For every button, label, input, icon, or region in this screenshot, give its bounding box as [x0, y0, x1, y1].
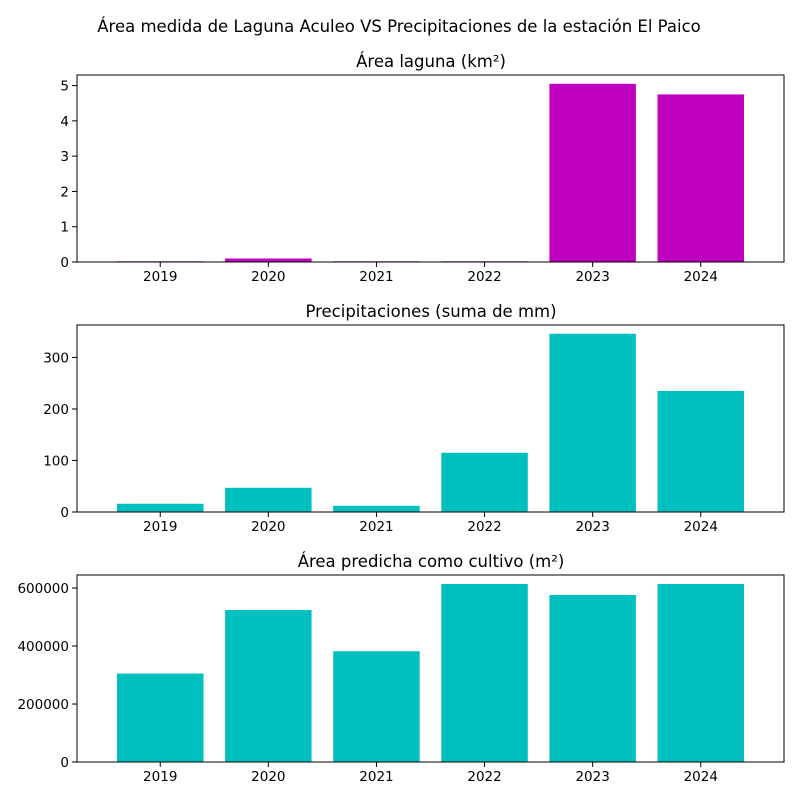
chart-title: Área laguna (km²) [356, 52, 506, 71]
bar-2020 [225, 258, 312, 262]
axes-frame [76, 324, 785, 513]
x-tick-label: 2021 [359, 769, 393, 785]
plot-layer: 2019 2020 2021 2022 2023 2024 0 1 2 3 4 5 [60, 79, 744, 285]
bar-2022 [441, 452, 528, 512]
y-tick-label: 100 [43, 453, 69, 469]
bar-2022 [441, 583, 528, 762]
bar-2019 [117, 673, 204, 762]
x-tick-label: 2020 [251, 769, 285, 785]
x-tick-label: 2024 [684, 519, 718, 535]
chart-title: Precipitaciones (suma de mm) [305, 302, 556, 321]
x-tick-label: 2024 [684, 269, 718, 285]
bar-2024 [657, 583, 744, 762]
bar-2024 [657, 390, 744, 512]
y-tick-label: 0 [60, 255, 69, 271]
y-tick-label: 1 [60, 220, 69, 236]
figure-title: Área medida de Laguna Aculeo VS Precipit… [97, 17, 701, 36]
y-tick-label: 0 [60, 755, 69, 771]
y-tick-label: 2 [60, 184, 69, 200]
chart-title: Área predicha como cultivo (m²) [298, 552, 565, 571]
y-tick-label: 600000 [17, 581, 69, 597]
y-tick-label: 300 [43, 350, 69, 366]
x-tick-label: 2019 [143, 519, 177, 535]
y-tick-label: 200000 [17, 697, 69, 713]
chart-precipitaciones: Precipitaciones (suma de mm) 2019 2020 202… [43, 302, 785, 535]
x-tick-label: 2022 [467, 769, 501, 785]
y-tick-label: 0 [60, 505, 69, 521]
bar-2021 [333, 651, 420, 762]
plot-layer: 2019 2020 2021 2022 2023 2024 0 200000 400000 600… [17, 581, 744, 785]
x-tick-label: 2021 [359, 269, 393, 285]
x-tick-label: 2023 [575, 519, 609, 535]
y-tick-label: 5 [60, 79, 69, 95]
y-tick-label: 3 [60, 149, 69, 165]
bar-2020 [225, 487, 312, 512]
x-tick-label: 2022 [467, 269, 501, 285]
x-tick-label: 2024 [684, 769, 718, 785]
x-tick-label: 2023 [575, 769, 609, 785]
bar-2020 [225, 610, 312, 762]
bar-2023 [549, 333, 636, 512]
chart-area-cultivo: Área predicha como cultivo (m²) 2019 2020… [17, 552, 785, 785]
x-tick-label: 2021 [359, 519, 393, 535]
bar-2024 [657, 94, 744, 262]
bar-2023 [549, 83, 636, 262]
x-tick-label: 2023 [575, 269, 609, 285]
x-tick-label: 2022 [467, 519, 501, 535]
y-tick-label: 4 [60, 114, 69, 130]
x-tick-label: 2019 [143, 269, 177, 285]
x-tick-label: 2019 [143, 769, 177, 785]
chart-area-laguna: Área laguna (km²) 2019 2020 2021 2022 2023 20… [60, 52, 785, 285]
y-tick-label: 400000 [17, 639, 69, 655]
bar-2021 [333, 505, 420, 512]
axes-frame [76, 574, 785, 763]
plot-layer: 2019 2020 2021 2022 2023 2024 0 100 200 300 [43, 333, 744, 535]
x-tick-label: 2020 [251, 269, 285, 285]
bar-2023 [549, 595, 636, 762]
axes-frame [76, 74, 785, 263]
y-tick-label: 200 [43, 402, 69, 418]
bar-2019 [117, 503, 204, 512]
x-tick-label: 2020 [251, 519, 285, 535]
